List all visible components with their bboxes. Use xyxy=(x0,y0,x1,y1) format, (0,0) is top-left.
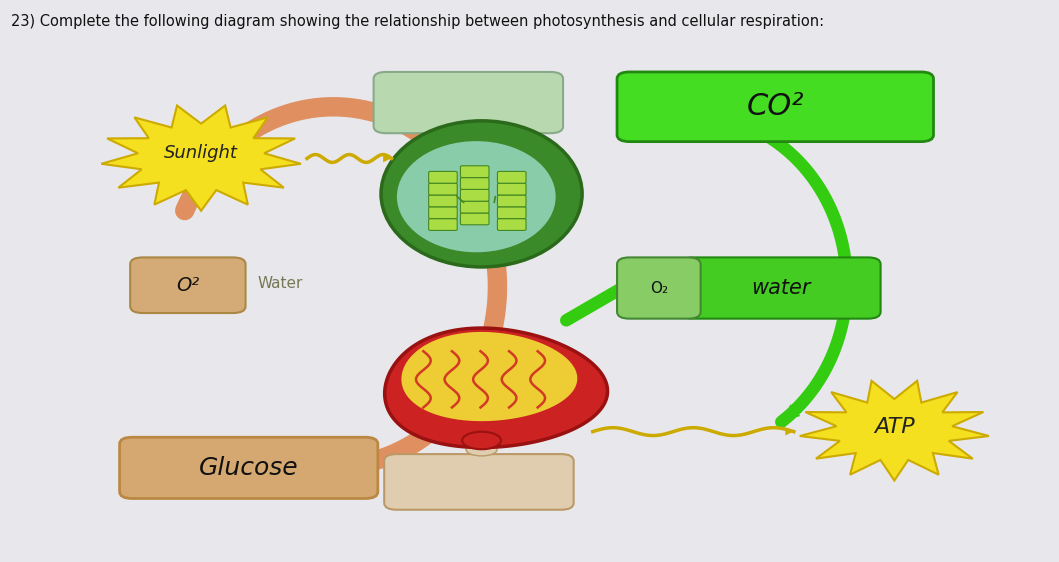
FancyBboxPatch shape xyxy=(461,178,489,189)
FancyBboxPatch shape xyxy=(617,257,701,319)
Ellipse shape xyxy=(466,443,497,456)
FancyBboxPatch shape xyxy=(374,72,563,133)
FancyBboxPatch shape xyxy=(461,201,489,213)
Text: CO²: CO² xyxy=(747,92,804,121)
Text: Glucose: Glucose xyxy=(199,456,299,480)
Polygon shape xyxy=(384,328,608,447)
FancyBboxPatch shape xyxy=(498,207,526,219)
Ellipse shape xyxy=(381,121,582,267)
FancyBboxPatch shape xyxy=(498,183,526,195)
FancyBboxPatch shape xyxy=(617,72,933,142)
FancyBboxPatch shape xyxy=(461,166,489,178)
FancyBboxPatch shape xyxy=(130,257,246,313)
FancyBboxPatch shape xyxy=(681,257,881,319)
FancyBboxPatch shape xyxy=(498,219,526,230)
FancyBboxPatch shape xyxy=(120,437,378,498)
FancyBboxPatch shape xyxy=(461,189,489,201)
FancyBboxPatch shape xyxy=(498,195,526,207)
FancyBboxPatch shape xyxy=(429,183,457,195)
Polygon shape xyxy=(102,106,301,211)
Text: water: water xyxy=(751,278,810,298)
Text: 23) Complete the following diagram showing the relationship between photosynthes: 23) Complete the following diagram showi… xyxy=(11,14,824,29)
FancyBboxPatch shape xyxy=(429,195,457,207)
Text: Sunlight: Sunlight xyxy=(164,144,238,162)
Ellipse shape xyxy=(462,432,501,449)
FancyBboxPatch shape xyxy=(429,219,457,230)
Polygon shape xyxy=(400,331,578,422)
FancyBboxPatch shape xyxy=(384,454,574,510)
Text: ATP: ATP xyxy=(874,417,915,437)
Text: Water: Water xyxy=(257,277,303,291)
FancyBboxPatch shape xyxy=(461,213,489,225)
Text: O²: O² xyxy=(176,276,199,294)
FancyBboxPatch shape xyxy=(498,171,526,183)
FancyBboxPatch shape xyxy=(429,207,457,219)
FancyBboxPatch shape xyxy=(429,171,457,183)
Polygon shape xyxy=(800,381,989,481)
Text: O₂: O₂ xyxy=(650,280,668,296)
Ellipse shape xyxy=(396,140,557,253)
